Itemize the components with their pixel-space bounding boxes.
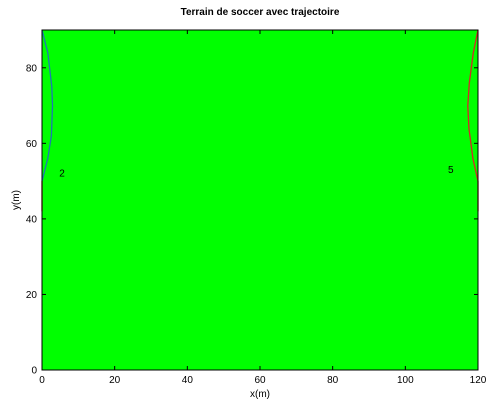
y-axis-label: y(m) [11, 190, 22, 210]
annotation-label-5: 5 [448, 165, 454, 176]
soccer-field [42, 30, 478, 370]
x-axis-label: x(m) [250, 389, 270, 400]
x-tick-label: 80 [327, 375, 339, 386]
x-axis: 0 20 40 60 80 100 120 [39, 30, 487, 386]
y-tick-label: 60 [26, 139, 38, 150]
x-tick-label: 40 [182, 375, 194, 386]
x-tick-label: 120 [470, 375, 487, 386]
y-tick-label: 40 [26, 214, 38, 225]
x-tick-label: 20 [109, 375, 121, 386]
x-tick-label: 60 [254, 375, 266, 386]
chart-title: Terrain de soccer avec trajectoire [181, 7, 340, 18]
y-tick-label: 80 [26, 63, 38, 74]
series-left-goal-arc [41, 29, 54, 182]
annotation-label-2: 2 [59, 169, 65, 180]
y-tick-label: 0 [31, 366, 37, 377]
series-right-goal-arc [467, 29, 479, 182]
y-tick-label: 20 [26, 290, 38, 301]
x-tick-label: 100 [397, 375, 414, 386]
x-tick-label: 0 [39, 375, 45, 386]
y-axis: 0 20 40 60 80 [26, 63, 478, 377]
